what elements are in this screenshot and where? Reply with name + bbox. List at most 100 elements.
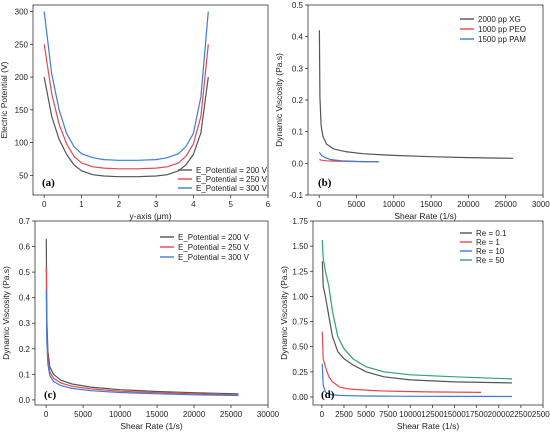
panel-2-x-tick-label: 10000 [383,200,406,209]
panel-1-y-tick-label: 100 [15,139,29,148]
panel-1-series-line-3 [43,11,209,161]
panel-3-x-tick-label: 5000 [74,410,92,419]
panel-3-y-tick-label: 0.5 [19,268,31,277]
panel-2-label: (b) [318,177,332,189]
panel-2-legend-label-3: 1500 pp PAM [478,35,526,44]
panel-3-x-tick-label: 15000 [146,410,169,419]
panel-2-legend-label-1: 2000 pp XG [478,15,521,24]
panel-1-series-line-2 [43,44,209,170]
panel-4-series-line-2 [321,331,482,393]
panel-4-legend-label-2: Re = 1 [476,238,500,247]
panel-3-x-axis-label: Shear Rate (1/s) [120,421,183,431]
panel-2-y-axis-label: Dynamic Viscosity (Pa.s) [274,53,284,147]
panel-4-label: (d) [321,389,335,401]
panel-3-x-tick-label: 20000 [183,410,206,419]
panel-3-y-tick-label: 0.6 [19,243,31,252]
panel-2-series-line-1 [318,30,514,159]
panel-1-y-tick-label: 150 [15,106,29,115]
panel-4-x-tick-label: 20000 [488,410,511,419]
panel-3-plot-frame [34,220,269,406]
panel-3-legend-label-2: E_Potential = 250 V [178,243,250,252]
panel-4-series-line-3 [321,363,513,398]
panel-4-x-axis-label: Shear Rate (1/s) [397,421,460,431]
panel-4-y-tick-label: 0.75 [292,318,308,327]
panel-1-x-tick-label: 3 [154,200,159,209]
panel-4-x-tick-label: 10000 [399,410,422,419]
panel-3-y-tick-label: 0.2 [19,345,31,354]
panel-2-x-tick-label: 25000 [495,200,518,209]
panel-2-x-tick-label: 20000 [457,200,480,209]
panel-1-series-line-1 [43,76,209,178]
panel-3-y-axis-label: Dynamic Viscosity (Pa.s) [1,266,11,360]
panel-4-y-tick-label: 1.00 [292,292,308,301]
panel-4-x-tick-label: 7500 [379,410,397,419]
panel-4-y-tick-label: 0.25 [292,368,308,377]
panel-1-x-axis-label: y-axis (μm) [129,211,171,221]
panel-2-x-tick-label: 30000 [532,200,550,209]
panel-3-y-tick-label: 0.1 [19,370,31,379]
panel-4-legend-label-3: Re = 10 [476,247,505,256]
panel-4-x-tick-label: 25000 [532,410,550,419]
panel-1-x-tick-label: 4 [191,200,196,209]
panel-1-legend-label-1: E_Potential = 200 V [196,166,268,175]
panel-3-x-tick-label: 10000 [109,410,132,419]
panel-1-x-tick-label: 5 [228,200,233,209]
panel-1-y-tick-label: 250 [15,40,29,49]
panel-4-x-tick-label: 15000 [443,410,466,419]
panel-1-legend-label-3: E_Potential = 300 V [196,184,268,193]
panel-4-y-tick-label: 1.75 [292,217,308,226]
panel-4-y-axis-label: Dynamic Viscosity (Pa.s) [279,266,289,360]
panel-1-y-tick-label: 50 [19,171,28,180]
panel-1-x-tick-label: 1 [79,200,84,209]
panel-4-x-tick-label: 5000 [357,410,375,419]
panel-2-x-tick-label: 0 [317,200,322,209]
panel-3-x-tick-label: 25000 [220,410,243,419]
panel-4-series-line-4 [321,240,513,380]
panel-1-y-tick-label: 200 [15,73,29,82]
panel-4-y-tick-label: 0.50 [292,343,308,352]
panel-2-y-tick-label: 0.0 [292,159,304,168]
panel-4-series-line-1 [321,261,513,384]
panel-2-x-tick-label: 15000 [420,200,443,209]
panel-4-legend-label-1: Re = 0.1 [476,229,507,238]
panel-3-series-line-3 [45,289,239,397]
panel-4-legend-label-4: Re = 50 [476,256,505,265]
panel-1-x-tick-label: 2 [117,200,122,209]
panel-3-series-line-2 [45,266,239,396]
panel-2-y-tick-label: 0.1 [292,128,304,137]
panel-1-y-axis-label: Electric Potential (V) [0,61,9,138]
panel-4-x-tick-label: 12500 [421,410,444,419]
panel-2-y-tick-label: 0.5 [292,1,304,10]
panel-3-label: (c) [44,389,57,401]
panel-2-x-axis-label: Shear Rate (1/s) [394,211,457,221]
panel-2-series-line-3 [318,151,379,163]
panel-1-y-tick-label: 300 [15,8,29,17]
panel-3-x-tick-label: 0 [44,410,49,419]
panel-2-x-tick-label: 5000 [348,200,366,209]
panel-4-y-tick-label: 1.50 [292,242,308,251]
panel-2-y-tick-label: 0.2 [292,96,304,105]
panel-1-x-tick-label: 0 [42,200,47,209]
panel-2-y-tick-label: 0.4 [292,33,304,42]
panel-2-y-tick-label: -0.1 [289,191,303,200]
panel-2-legend-label-2: 1000 pp PEO [478,25,526,34]
panel-4-x-tick-label: 17500 [466,410,489,419]
panel-3-y-tick-label: 0.7 [19,217,31,226]
panel-3-y-tick-label: 0.0 [19,396,31,405]
panel-3-legend-label-3: E_Potential = 300 V [178,253,250,262]
panel-4-x-tick-label: 0 [320,410,325,419]
panel-3-x-tick-label: 30000 [257,410,280,419]
panel-4-y-tick-label: 1.25 [292,267,308,276]
panel-4-y-tick-label: 0.00 [292,393,308,402]
panel-3-y-tick-label: 0.3 [19,319,31,328]
panel-1-legend-label-2: E_Potential = 250 V [196,175,268,184]
panel-4-x-tick-label: 2500 [335,410,353,419]
panel-3-legend-label-1: E_Potential = 200 V [178,233,250,242]
panel-3-series-line-1 [45,238,239,395]
panel-1-x-tick-label: 6 [266,200,271,209]
panel-3-y-tick-label: 0.4 [19,294,31,303]
panel-4-x-tick-label: 22500 [510,410,533,419]
panel-4-plot-frame [312,220,544,406]
